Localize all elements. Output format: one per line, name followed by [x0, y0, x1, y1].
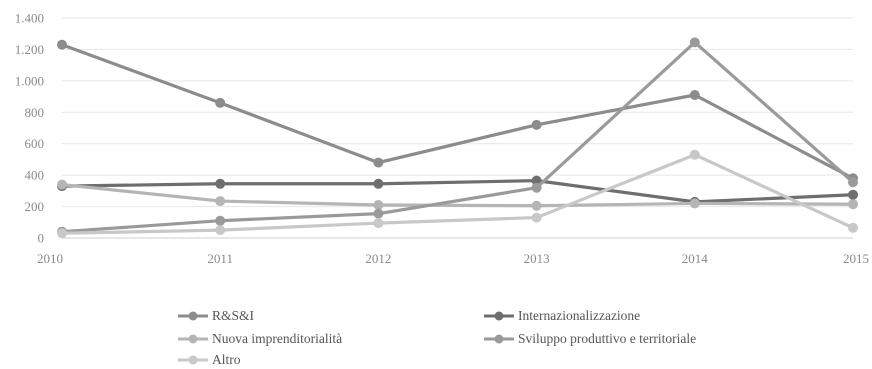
data-point — [848, 189, 858, 200]
series-layer — [57, 37, 858, 239]
grid-layer — [62, 17, 853, 239]
data-point — [57, 228, 67, 239]
y-tick-label: 1.400 — [15, 11, 44, 26]
y-tick-label: 1.200 — [15, 42, 44, 57]
data-point — [848, 199, 858, 210]
data-point — [57, 39, 67, 50]
x-tick-label: 2011 — [207, 251, 233, 266]
x-axis-ticks: 2010 2011 2012 2013 2014 2015 — [37, 251, 869, 266]
data-point — [531, 175, 542, 186]
y-tick-label: 400 — [25, 168, 45, 183]
y-tick-label: 600 — [25, 136, 45, 151]
data-point — [689, 90, 700, 100]
series-0 — [57, 39, 858, 184]
legend-label: R&S&I — [212, 308, 255, 323]
legend-item: Internazionalizzazione — [484, 308, 640, 323]
legend-label: Altro — [212, 352, 241, 367]
y-tick-label: 1.000 — [15, 73, 44, 88]
data-point — [57, 179, 67, 190]
data-point — [531, 200, 542, 211]
legend-label: Sviluppo produttivo e territoriale — [518, 331, 696, 346]
series-line — [60, 40, 855, 234]
data-point — [373, 157, 384, 168]
legend-item: R&S&I — [178, 308, 255, 323]
y-axis-ticks: 0 200 400 600 800 1.000 1.200 1.400 — [15, 11, 44, 246]
y-tick-label: 800 — [25, 105, 45, 120]
data-point — [373, 200, 384, 210]
series-line — [60, 43, 855, 180]
y-tick-label: 0 — [38, 231, 45, 246]
x-tick-label: 2014 — [682, 251, 709, 266]
series-line — [60, 153, 855, 235]
data-point — [689, 37, 700, 48]
data-point — [689, 198, 700, 209]
data-point — [373, 208, 384, 219]
data-point — [531, 119, 542, 130]
data-point — [373, 218, 384, 229]
legend-item: Sviluppo produttivo e territoriale — [484, 331, 696, 346]
series-line — [60, 182, 855, 208]
legend-swatch-marker — [494, 334, 504, 344]
data-point — [531, 212, 542, 223]
legend: R&S&I Internazionalizzazione Nuova imprend… — [178, 308, 696, 367]
series-line — [60, 179, 855, 204]
data-point — [215, 196, 226, 207]
series-2 — [57, 179, 858, 211]
data-point — [848, 222, 858, 233]
data-point — [689, 149, 700, 160]
legend-swatch-marker — [188, 334, 198, 344]
y-tick-label: 200 — [25, 199, 45, 214]
data-point — [215, 225, 226, 236]
x-tick-label: 2010 — [37, 251, 63, 266]
legend-swatch-marker — [188, 355, 198, 365]
data-point — [531, 182, 542, 193]
data-point — [373, 178, 384, 189]
data-point — [215, 215, 226, 226]
x-tick-label: 2012 — [365, 251, 391, 266]
x-tick-label: 2015 — [843, 251, 869, 266]
data-point — [215, 97, 226, 108]
legend-swatch-marker — [494, 311, 504, 321]
legend-label: Internazionalizzazione — [518, 308, 640, 323]
legend-swatch-marker — [188, 311, 198, 321]
x-tick-label: 2013 — [524, 251, 550, 266]
legend-item: Altro — [178, 352, 241, 367]
legend-label: Nuova imprenditorialità — [212, 331, 342, 346]
legend-item: Nuova imprenditorialità — [178, 331, 342, 346]
data-point — [848, 177, 858, 188]
series-4 — [57, 149, 858, 239]
data-point — [215, 178, 226, 189]
